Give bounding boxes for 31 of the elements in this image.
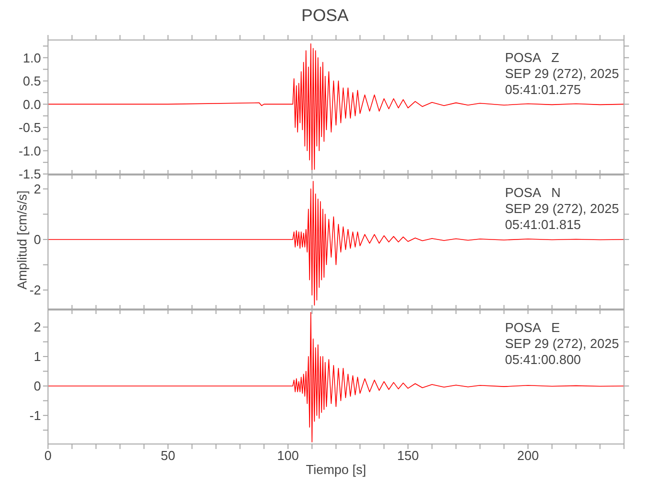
y-tick-label: 2 [34, 320, 41, 335]
y-tick-label: 0.5 [22, 74, 41, 89]
y-tick-label: -0.5 [18, 120, 41, 136]
annotation: SEP 29 (272), 2025 [505, 201, 619, 217]
y-tick-label: 0 [34, 378, 41, 394]
annotation: 05:41:00.800 [505, 352, 582, 368]
annotation: 05:41:01.275 [505, 82, 582, 98]
y-tick-label: -1.5 [18, 166, 41, 182]
y-tick-label: 0 [34, 232, 41, 248]
x-tick-label: 150 [397, 448, 419, 464]
x-axis-title: Tiempo [s] [304, 462, 368, 477]
chart-title: POSA [300, 6, 350, 26]
x-tick-label: 200 [517, 448, 539, 464]
y-tick-label: 2 [34, 182, 41, 197]
annotation: SEP 29 (272), 2025 [505, 336, 619, 352]
y-tick-label: -1 [29, 408, 41, 424]
y-tick-label: 1.0 [22, 50, 41, 66]
annotation: POSA Z [505, 50, 560, 66]
y-tick-label: -2 [29, 282, 41, 298]
x-tick-label: 100 [277, 448, 299, 464]
line-series [48, 180, 624, 306]
y-axis-title: Amplitud [cm/s/s] [14, 190, 30, 290]
annotation: SEP 29 (272), 2025 [505, 66, 619, 82]
y-tick-label: -1.0 [18, 143, 41, 158]
x-tick-label: 0 [44, 448, 52, 464]
annotation: POSA E [505, 320, 561, 336]
annotation: POSA N [505, 185, 562, 201]
y-tick-label: 1 [34, 349, 41, 364]
annotation: 05:41:01.815 [505, 217, 582, 233]
y-tick-label: 0.0 [22, 96, 41, 112]
x-tick-label: 50 [160, 448, 176, 464]
